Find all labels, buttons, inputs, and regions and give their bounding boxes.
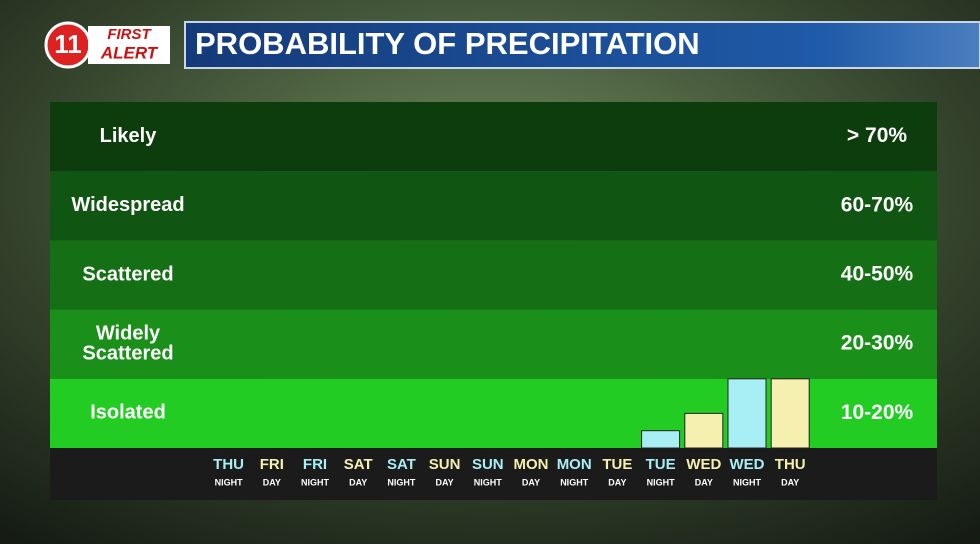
x-tick-day: SAT (387, 456, 416, 473)
band-label: Widespread (71, 194, 184, 216)
x-tick-day: WED (730, 456, 765, 473)
band-label: Isolated (90, 402, 166, 424)
x-tick-period: DAY (781, 477, 799, 487)
logo-line1: FIRST (107, 26, 152, 43)
band-range: 10-20% (841, 401, 914, 424)
x-tick-day: TUE (602, 456, 632, 473)
category-strip (50, 448, 937, 500)
logo-number: 11 (54, 29, 82, 59)
bar (641, 430, 681, 449)
x-tick-period: NIGHT (387, 477, 416, 487)
x-tick-day: THU (213, 456, 244, 473)
logo-box (88, 26, 170, 64)
x-tick-period: DAY (263, 477, 281, 487)
x-tick-day: TUE (646, 456, 676, 473)
band-range: > 70% (847, 124, 907, 147)
band (50, 102, 937, 172)
bar (727, 378, 767, 449)
band-label: Widely (96, 322, 161, 344)
bar (770, 378, 810, 449)
band-range: 40-50% (841, 263, 914, 286)
x-tick-day: SAT (344, 456, 373, 473)
chart-title: PROBABILITY OF PRECIPITATION (195, 26, 700, 61)
x-tick-day: FRI (260, 456, 284, 473)
x-tick-period: DAY (522, 477, 540, 487)
logo-line2: ALERT (100, 43, 159, 62)
x-tick-day: FRI (303, 456, 327, 473)
band-label: Likely (100, 125, 158, 147)
x-tick-period: DAY (436, 477, 454, 487)
x-tick-day: WED (686, 456, 721, 473)
x-tick-period: DAY (349, 477, 367, 487)
title-bar (184, 21, 980, 69)
x-tick-period: NIGHT (647, 477, 676, 487)
band-range: 60-70% (841, 193, 914, 216)
band-label: Scattered (82, 342, 173, 364)
band-range: 20-30% (841, 332, 914, 355)
x-tick-period: NIGHT (474, 477, 503, 487)
x-tick-day: MON (514, 456, 549, 473)
x-tick-period: NIGHT (733, 477, 762, 487)
x-tick-day: SUN (429, 456, 461, 473)
x-tick-day: MON (557, 456, 592, 473)
band (50, 171, 937, 241)
x-tick-day: SUN (472, 456, 504, 473)
x-tick-period: NIGHT (301, 477, 330, 487)
x-tick-day: THU (775, 456, 806, 473)
x-tick-period: NIGHT (560, 477, 589, 487)
band (50, 309, 937, 379)
bar (684, 412, 724, 449)
band-label: Scattered (82, 263, 173, 285)
x-tick-period: DAY (695, 477, 713, 487)
x-tick-period: DAY (608, 477, 626, 487)
band (50, 240, 937, 310)
x-tick-period: NIGHT (215, 477, 244, 487)
